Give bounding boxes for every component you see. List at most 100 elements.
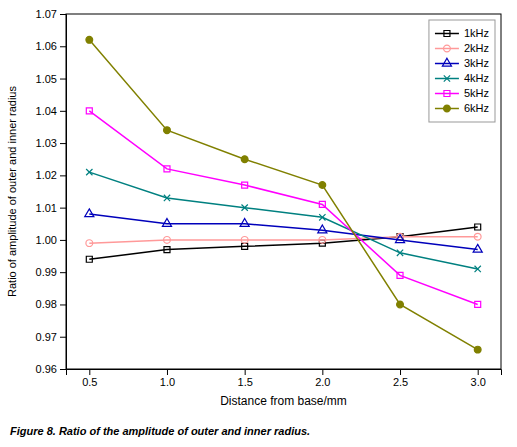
point: [241, 156, 248, 163]
tick-label: 0.96: [36, 363, 57, 375]
tick: 0.96: [36, 363, 66, 375]
tick-mark: [322, 369, 323, 375]
tick-label: 1.04: [36, 105, 57, 117]
tick: 1.07: [36, 8, 66, 20]
tick-label: 2.0: [315, 376, 330, 388]
point: [318, 225, 327, 233]
tick-mark: [60, 208, 66, 209]
legend-marker: [444, 75, 450, 81]
point: [319, 182, 326, 189]
point: [475, 301, 481, 307]
tick: 2.5: [393, 369, 408, 388]
plot: 0.5 1.0 1.5 2.0 2.5 3.0 0.96 0.97 0.98 0.99 1.00 1.…: [36, 8, 502, 388]
tick-mark: [478, 369, 479, 375]
point: [164, 237, 171, 244]
tick-mark: [60, 79, 66, 80]
point: [395, 235, 404, 243]
point: [164, 247, 170, 253]
point: [164, 195, 170, 201]
point: [475, 266, 481, 272]
tick-label: 0.5: [82, 376, 97, 388]
axis-line: [67, 370, 502, 376]
tick-mark: [400, 369, 401, 375]
point: [164, 166, 170, 172]
tick: 0.98: [36, 298, 66, 310]
point: [86, 256, 92, 262]
point: [397, 301, 404, 308]
point: [474, 346, 481, 353]
point: [242, 243, 248, 249]
tick-label: 1.02: [36, 169, 57, 181]
point: [474, 233, 481, 240]
legend-marker: [444, 105, 451, 112]
tick-label: 1.0: [160, 376, 175, 388]
legend-item: 1kHz: [435, 27, 489, 39]
legend-label: 2kHz: [464, 42, 489, 54]
legend-marker: [444, 45, 451, 52]
tick-mark: [60, 46, 66, 47]
tick-mark: [60, 14, 66, 15]
point: [319, 237, 326, 244]
tick-mark: [60, 143, 66, 144]
point: [241, 204, 247, 210]
tick: 0.97: [36, 331, 66, 343]
tick-label: 1.01: [36, 202, 57, 214]
tick-label: 0.97: [36, 331, 57, 343]
tick-label: 1.00: [36, 234, 57, 246]
tick-label: 0.98: [36, 298, 57, 310]
series-line: [89, 111, 477, 305]
point: [85, 209, 94, 217]
tick: 3.0: [471, 369, 486, 388]
legend-box: [429, 20, 495, 122]
point: [319, 214, 325, 220]
legend-swatch: [435, 63, 459, 65]
tick: 1.5: [238, 369, 253, 388]
tick-label: 1.5: [238, 376, 253, 388]
point: [397, 250, 403, 256]
tick: 1.0: [160, 369, 175, 388]
point: [475, 224, 481, 230]
tick-mark: [245, 369, 246, 375]
tick-mark: [60, 369, 66, 370]
tick-mark: [167, 369, 168, 375]
tick: 1.01: [36, 202, 66, 214]
tick-label: 0.99: [36, 266, 57, 278]
point: [473, 244, 482, 252]
y-axis-title: Ratio of amplitude of outer and inner ra…: [6, 86, 18, 297]
point: [164, 127, 171, 134]
legend-swatch: [435, 93, 459, 95]
tick-label: 1.05: [36, 73, 57, 85]
point: [241, 237, 248, 244]
legend-swatch: [435, 33, 459, 35]
caption: Figure 8. Ratio of the amplitude of oute…: [10, 425, 310, 437]
legend-label: 6kHz: [464, 102, 489, 114]
x-axis: 0.5 1.0 1.5 2.0 2.5 3.0: [67, 369, 502, 388]
tick-label: 1.06: [36, 40, 57, 52]
series-line: [89, 227, 477, 259]
point: [86, 240, 93, 247]
x-axis-title: Distance from base/mm: [220, 394, 347, 408]
legend-item: 3kHz: [435, 57, 489, 69]
legend-item: 6kHz: [435, 102, 489, 114]
legend-label: 1kHz: [464, 27, 489, 39]
tick: 1.04: [36, 105, 66, 117]
tick-label: 1.07: [36, 8, 57, 20]
point: [240, 219, 249, 227]
tick: 1.03: [36, 137, 66, 149]
tick-mark: [89, 369, 90, 375]
point: [242, 182, 248, 188]
axis-line: [60, 15, 67, 370]
legend-label: 3kHz: [464, 57, 489, 69]
legend-marker: [442, 58, 451, 66]
series-line: [89, 172, 477, 269]
tick: 2.0: [315, 369, 330, 388]
tick-mark: [60, 272, 66, 273]
point: [86, 169, 92, 175]
tick: 1.06: [36, 40, 66, 52]
tick-mark: [60, 304, 66, 305]
tick: 1.05: [36, 73, 66, 85]
tick: 1.00: [36, 234, 66, 246]
tick-mark: [60, 175, 66, 176]
tick-label: 1.03: [36, 137, 57, 149]
legend-swatch: [435, 48, 459, 50]
